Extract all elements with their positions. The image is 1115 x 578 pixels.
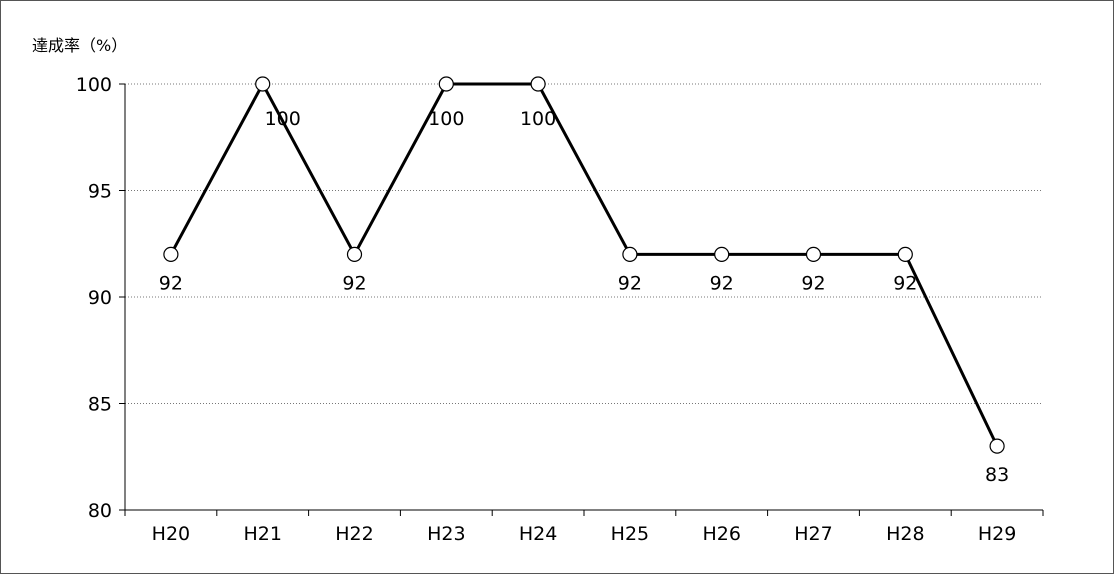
data-label-H28: 92 <box>893 272 917 294</box>
data-label-H27: 92 <box>801 272 825 294</box>
x-tick-label-H29: H29 <box>978 523 1016 545</box>
data-points <box>163 76 1005 454</box>
data-point-H20 <box>163 246 179 262</box>
x-tick-label-H20: H20 <box>152 523 190 545</box>
x-tick-label-H26: H26 <box>702 523 740 545</box>
x-tick-label-H27: H27 <box>794 523 832 545</box>
y-axis-title: 達成率（%） <box>32 36 127 55</box>
y-tick-label-80: 80 <box>88 500 112 522</box>
x-tick-label-H24: H24 <box>519 523 557 545</box>
series-line-0 <box>169 80 999 447</box>
data-label-H29: 83 <box>985 464 1009 486</box>
data-point-H27 <box>805 246 822 262</box>
data-label-H24: 100 <box>520 108 556 130</box>
data-point-H22 <box>346 246 363 262</box>
data-point-H23 <box>438 76 454 92</box>
data-label-H20: 92 <box>159 272 183 294</box>
data-label-H22: 92 <box>342 272 366 294</box>
data-point-H26 <box>714 246 730 262</box>
x-tick-label-H21: H21 <box>243 523 281 545</box>
data-label-H23: 100 <box>428 108 464 130</box>
data-point-H28 <box>897 246 913 262</box>
data-label-H21: 100 <box>265 108 301 130</box>
grid-lines <box>125 83 1043 404</box>
y-tick-label-100: 100 <box>76 74 112 96</box>
data-point-H29 <box>989 438 1005 454</box>
x-tick-label-H22: H22 <box>335 523 373 545</box>
y-tick-label-90: 90 <box>88 287 112 309</box>
data-point-H21 <box>255 76 271 92</box>
y-tick-label-85: 85 <box>88 394 112 416</box>
x-tick-label-H23: H23 <box>427 523 465 545</box>
x-tick-label-H28: H28 <box>886 523 924 545</box>
series-line <box>169 80 999 447</box>
data-label-H25: 92 <box>618 272 642 294</box>
x-tick-label-H25: H25 <box>611 523 649 545</box>
data-point-H25 <box>622 246 638 262</box>
y-tick-label-95: 95 <box>88 181 112 203</box>
tick-labels: 80 85 90 95 100 H20 H21 H22 H23 H24 H25 H26 H27 H28 H2… <box>76 74 1017 545</box>
axes <box>119 83 1044 516</box>
data-labels: 92 100 92 100 100 92 92 92 92 83 <box>159 108 1009 486</box>
data-label-H26: 92 <box>710 272 734 294</box>
data-point-H24 <box>530 76 546 92</box>
